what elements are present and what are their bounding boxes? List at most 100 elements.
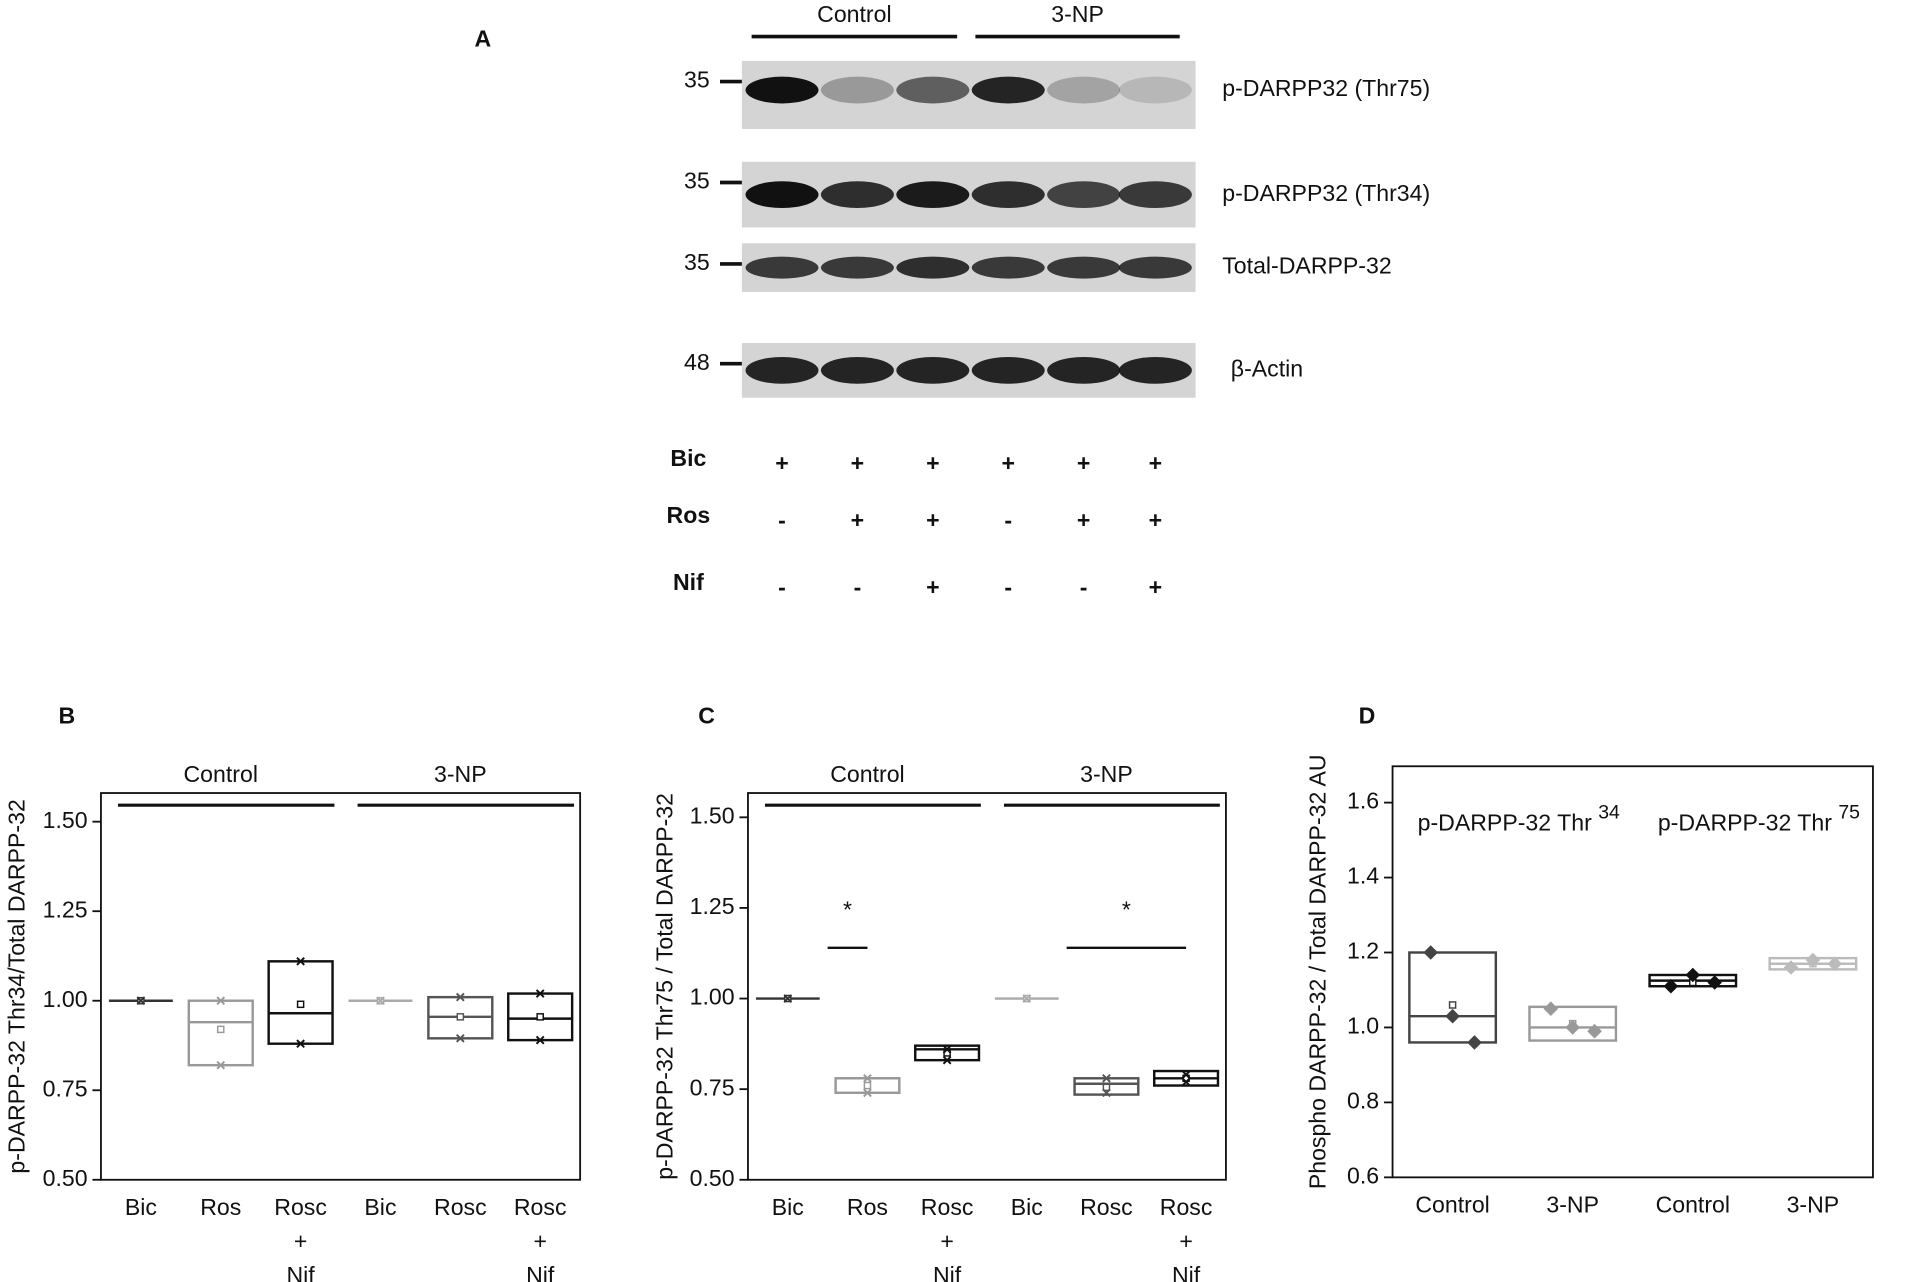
y-tick-label: 1.25	[690, 893, 735, 919]
band-label: Total-DARPP-32	[1222, 253, 1391, 279]
point	[1022, 994, 1032, 1003]
y-axis-label: p-DARPP-32 Thr75 / Total DARPP-32	[652, 793, 678, 1180]
marker-label: 48	[684, 349, 710, 375]
x-tick-label: Rosc	[1080, 1194, 1133, 1220]
y-tick-label: 1.00	[43, 986, 88, 1012]
point	[1467, 1035, 1482, 1050]
panel-label: C	[698, 703, 715, 729]
band	[745, 256, 819, 279]
significance-label: *	[1122, 896, 1131, 922]
x-tick-label: Rosc + Nif	[1160, 1194, 1213, 1282]
y-tick-label: 1.0	[1347, 1013, 1379, 1039]
band	[971, 256, 1045, 279]
treatment-sign: -	[1004, 574, 1012, 600]
y-tick-label: 1.50	[43, 807, 88, 833]
group-label: Control	[817, 1, 891, 27]
group-text: p-DARPP-32 Thr	[1658, 810, 1839, 836]
treatment-sign: +	[851, 507, 865, 533]
marker-label: 35	[684, 168, 710, 194]
band	[1047, 256, 1121, 279]
band-label: β-Actin	[1231, 356, 1303, 382]
plot-frame	[1391, 765, 1874, 1179]
band	[745, 357, 819, 384]
y-tick-label: 1.50	[690, 802, 735, 828]
point	[1827, 956, 1843, 972]
x-tick-label: Rosc	[434, 1194, 487, 1220]
x-tick-label: 3-NP	[1787, 1192, 1840, 1218]
point	[1102, 1088, 1111, 1098]
group-text: p-DARPP-32 Thr	[1418, 810, 1599, 836]
band	[1118, 76, 1192, 104]
y-tick-label: 0.6	[1347, 1162, 1379, 1188]
band	[896, 256, 970, 279]
band-label: p-DARPP32 (Thr75)	[1222, 75, 1430, 101]
point	[1783, 960, 1799, 975]
x-tick-label: Bic	[772, 1194, 804, 1220]
plot-frame	[747, 792, 1227, 1181]
treatment-sign: +	[775, 450, 789, 476]
band	[820, 181, 894, 209]
band	[971, 181, 1045, 209]
treatment-sign: +	[926, 450, 940, 476]
y-tick-label: 1.25	[43, 896, 88, 922]
y-axis-label: Phospho DARPP-32 / Total DARPP-32 AU	[1305, 754, 1331, 1189]
band	[971, 76, 1045, 104]
treatment-sign: -	[1080, 574, 1088, 600]
band	[1118, 181, 1192, 209]
group-label: p-DARPP-32 Thr 34	[1418, 802, 1620, 836]
point	[296, 956, 305, 966]
point	[535, 989, 545, 998]
treatment-label: Bic	[670, 445, 706, 471]
mean-marker	[296, 1000, 305, 1009]
band	[745, 181, 819, 209]
marker-label: 35	[684, 67, 710, 93]
point	[1707, 975, 1722, 990]
band	[1047, 76, 1121, 104]
band	[1118, 256, 1192, 279]
group-label: 3-NP	[434, 761, 487, 787]
band-label: p-DARPP32 (Thr34)	[1222, 180, 1430, 206]
point	[1102, 1073, 1111, 1083]
point	[1805, 952, 1821, 968]
group-label: p-DARPP-32 Thr 75	[1658, 802, 1860, 836]
panel-label: B	[59, 703, 76, 729]
point	[1181, 1070, 1191, 1079]
x-tick-label: Ros	[200, 1194, 241, 1220]
mean-marker	[536, 1013, 544, 1021]
band	[820, 256, 894, 279]
group-label: Control	[830, 761, 904, 787]
x-tick-label: Rosc + Nif	[514, 1194, 567, 1282]
y-tick-label: 0.8	[1347, 1088, 1379, 1114]
band	[745, 76, 819, 104]
treatment-sign: +	[851, 450, 865, 476]
marker-label: 35	[684, 249, 710, 275]
band	[820, 76, 894, 104]
significance-label: *	[843, 896, 852, 922]
treatment-sign: +	[1077, 507, 1091, 533]
band	[1118, 357, 1192, 384]
group-sup: 34	[1598, 802, 1620, 824]
treatment-label: Nif	[673, 569, 704, 595]
point	[863, 1073, 872, 1083]
y-tick-label: 1.00	[690, 984, 735, 1010]
treatment-sign: +	[926, 507, 940, 533]
mean-marker	[863, 1081, 872, 1090]
treatment-sign: +	[1149, 574, 1163, 600]
treatment-label: Ros	[667, 502, 711, 528]
box	[1408, 951, 1498, 1044]
x-tick-label: Control	[1415, 1192, 1489, 1218]
group-label: Control	[184, 761, 258, 787]
x-tick-label: Rosc + Nif	[921, 1194, 974, 1282]
y-tick-label: 1.4	[1347, 863, 1379, 889]
y-tick-label: 0.75	[43, 1075, 88, 1101]
treatment-sign: +	[926, 574, 940, 600]
x-tick-label: Bic	[125, 1194, 157, 1220]
group-sup: 75	[1838, 802, 1860, 824]
y-tick-label: 0.75	[690, 1074, 735, 1100]
x-tick-label: 3-NP	[1546, 1192, 1599, 1218]
point	[216, 996, 226, 1006]
treatment-sign: +	[1001, 450, 1015, 476]
panel-label: D	[1359, 703, 1376, 729]
panel-label: A	[474, 25, 491, 51]
